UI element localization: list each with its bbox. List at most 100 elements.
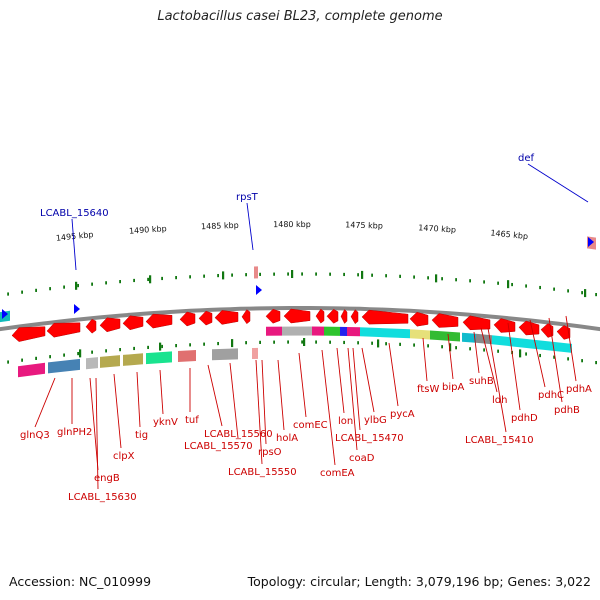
gene-arrow: [283, 308, 311, 324]
leader-line: [527, 163, 589, 203]
figure-title: Lactobacillus casei BL23, complete genom…: [157, 9, 443, 24]
gene-label-ftsw: ftsW: [417, 384, 439, 395]
tick-dot: [273, 272, 275, 276]
leader-line: [473, 331, 480, 374]
leader-line: [321, 349, 336, 466]
gene-label-ylbg: ylbG: [364, 415, 387, 426]
major-tick: [303, 338, 306, 347]
gene-arrow: [198, 310, 213, 326]
leader-line: [480, 327, 498, 393]
tick-dot: [357, 273, 359, 277]
feature-block: [252, 347, 258, 359]
gene-arrow: [350, 309, 359, 325]
gene-label-lon: lon: [338, 416, 353, 427]
tick-dot: [231, 273, 233, 277]
leader-line: [565, 315, 577, 382]
tick-dot: [217, 341, 219, 346]
tick-dot: [105, 349, 107, 353]
tick-dot: [133, 346, 135, 351]
major-tick: [79, 349, 82, 358]
tick-dot: [35, 356, 37, 360]
gene-arrow: [518, 320, 540, 336]
gene-arrow: [462, 315, 491, 331]
accession-label: Accession: NC_010999: [9, 574, 152, 589]
feature-block: [340, 326, 347, 336]
tick-dot: [455, 278, 457, 282]
feature-block: [324, 326, 340, 336]
feature-block: [178, 350, 196, 362]
feature-label-def: def: [518, 153, 535, 164]
tick-dot: [147, 277, 149, 282]
major-tick: [222, 271, 225, 280]
tick-dot: [63, 285, 65, 289]
blue-marker: [74, 304, 80, 314]
tick-dot: [497, 349, 499, 353]
leader-line: [207, 364, 223, 427]
major-tick: [75, 281, 78, 290]
gene-arrow: [361, 309, 409, 325]
tick-dot: [175, 276, 177, 280]
gene-label-glnph2: glnPH2: [57, 427, 92, 438]
feature-block: [462, 332, 476, 343]
leader-line: [529, 319, 546, 388]
scale-label-1470-kbp: 1470 kbp: [418, 223, 456, 234]
gene-label-lcabl-15470: LCABL_15470: [335, 433, 404, 444]
leader-line: [95, 377, 99, 490]
tick-dot: [553, 355, 555, 359]
gene-arrow: [409, 311, 429, 327]
gene-label-comea: comEA: [320, 468, 355, 479]
tick-dot: [147, 345, 149, 350]
gene-label-suhb: suhB: [469, 376, 494, 387]
gene-label-clpx: clpX: [113, 451, 135, 462]
leader-line: [352, 347, 361, 431]
major-tick: [159, 342, 162, 351]
tick-dot: [539, 353, 541, 358]
blue-marker: [256, 285, 262, 295]
leader-line: [89, 377, 99, 471]
tick-dot: [427, 344, 429, 348]
tick-dot: [49, 287, 51, 291]
tick-dot: [595, 360, 597, 365]
leader-line: [336, 347, 345, 414]
leader-line: [422, 337, 428, 382]
leader-line: [277, 359, 285, 431]
feature-label-rpst: rpsT: [236, 192, 259, 203]
tick-dot: [217, 273, 219, 278]
tick-dot: [301, 272, 303, 276]
tick-dot: [105, 281, 107, 285]
tick-dot: [455, 346, 457, 350]
gene-label-lcabl-15570: LCABL_15570: [184, 441, 253, 452]
tick-dot: [315, 272, 317, 276]
major-tick: [519, 349, 522, 358]
tick-dot: [259, 340, 261, 344]
gene-label-pdhd: pdhD: [511, 413, 538, 424]
tick-dot: [245, 341, 247, 345]
feature-label-lcabl-15640: LCABL_15640: [40, 208, 109, 219]
tick-dot: [567, 289, 569, 293]
gene-label-pdha: pdhA: [566, 384, 592, 395]
gene-label-lcabl-15630: LCABL_15630: [68, 492, 137, 503]
feature-block: [312, 326, 324, 336]
major-tick: [449, 343, 452, 352]
tick-dot: [203, 342, 205, 346]
tick-dot: [539, 285, 541, 290]
tick-dot: [483, 280, 485, 284]
tick-dot: [21, 358, 23, 362]
gene-label-lcabl-15550: LCABL_15550: [228, 467, 297, 478]
leader-line: [487, 327, 507, 433]
scale-label-1495-kbp: 1495 kbp: [56, 230, 94, 243]
gene-label-engb: engB: [94, 473, 120, 484]
gene-label-tuf: tuf: [185, 415, 199, 426]
gene-arrow: [493, 318, 516, 333]
tick-dot: [7, 292, 9, 296]
major-tick: [149, 275, 152, 284]
leader-line: [136, 371, 141, 428]
feature-block: [123, 353, 143, 366]
tick-dot: [245, 273, 247, 277]
gene-label-lcabl-15560: LCABL_15560: [204, 429, 273, 440]
feature-block: [347, 327, 360, 337]
tick-dot: [91, 350, 93, 354]
tick-dot: [273, 340, 275, 344]
tick-dot: [595, 292, 597, 297]
